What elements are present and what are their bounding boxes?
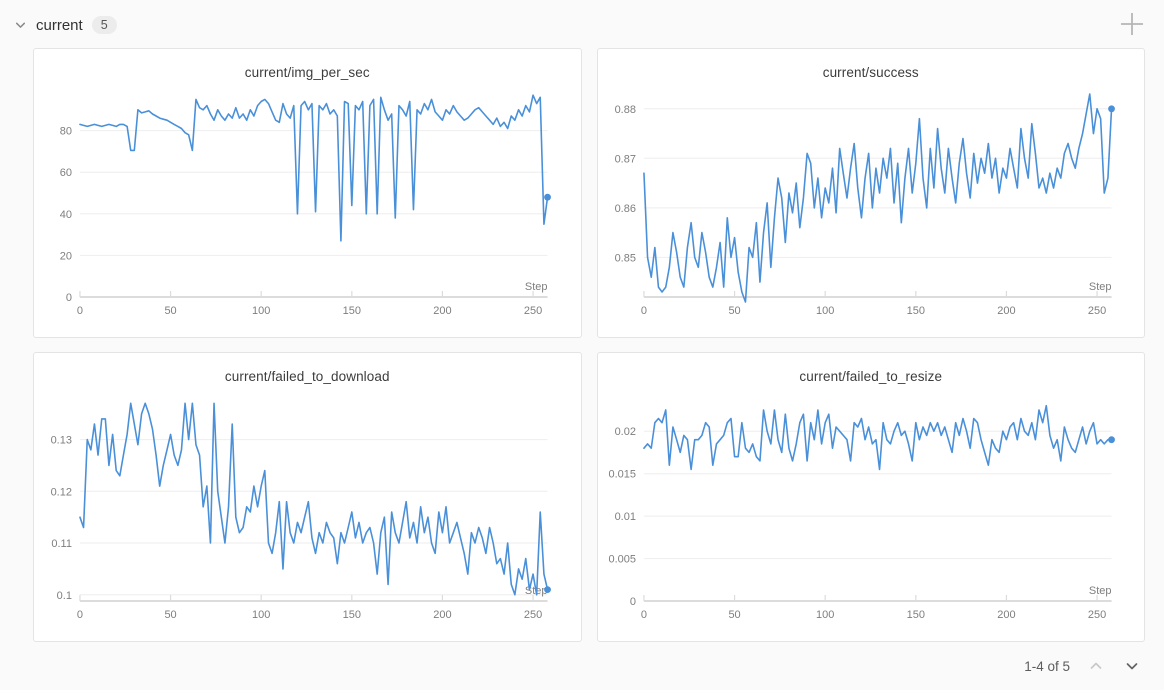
svg-text:0.11: 0.11	[51, 538, 72, 550]
svg-text:0: 0	[66, 292, 72, 304]
svg-text:50: 50	[728, 305, 740, 317]
svg-text:40: 40	[60, 209, 72, 221]
chart-title: current/img_per_sec	[244, 65, 370, 80]
svg-text:100: 100	[252, 305, 270, 317]
svg-text:50: 50	[728, 609, 740, 621]
chevron-up-icon	[1090, 662, 1102, 669]
svg-text:20: 20	[60, 250, 72, 262]
section-collapse-button[interactable]	[14, 19, 27, 32]
svg-text:0.005: 0.005	[608, 554, 635, 566]
chart-panel: 0.1 0.11 0.12 0.13 0 50 100 150 200 250 Step curre…	[33, 352, 582, 642]
svg-text:0.12: 0.12	[51, 486, 72, 498]
svg-text:0: 0	[77, 609, 83, 621]
add-panel-button[interactable]	[1114, 6, 1150, 45]
chart-panel: 0.85 0.86 0.87 0.88 0 50 100 150 200 250 Step curr…	[596, 48, 1145, 338]
svg-text:150: 150	[343, 609, 361, 621]
pagination: 1-4 of 5	[1024, 656, 1142, 676]
chart-title: current/success	[822, 65, 919, 80]
chart-plot[interactable]: 0.85 0.86 0.87 0.88 0 50 100 150 200 250 Step	[598, 49, 1145, 337]
svg-text:50: 50	[164, 305, 176, 317]
svg-text:0: 0	[629, 596, 635, 608]
chart-plot[interactable]: 0 0.005 0.01 0.015 0.02 0 50 100 150 200 250 Step	[598, 353, 1145, 641]
chevron-down-icon	[15, 22, 26, 28]
svg-text:Step: Step	[1088, 585, 1111, 597]
svg-text:100: 100	[816, 609, 834, 621]
svg-text:250: 250	[524, 609, 542, 621]
svg-text:100: 100	[816, 305, 834, 317]
svg-text:0.13: 0.13	[51, 435, 72, 447]
svg-text:80: 80	[60, 126, 72, 138]
svg-text:0.87: 0.87	[614, 153, 635, 165]
svg-text:Step: Step	[1088, 281, 1111, 293]
panel-count-badge: 5	[91, 16, 117, 34]
svg-text:200: 200	[997, 609, 1015, 621]
pagination-text: 1-4 of 5	[1024, 658, 1070, 674]
chart-panel: 0 20 40 60 80 0 50 100 150 200 250 Step current/img…	[33, 48, 582, 338]
svg-text:0.86: 0.86	[614, 203, 635, 215]
svg-text:0: 0	[640, 609, 646, 621]
svg-text:0.1: 0.1	[57, 590, 72, 602]
svg-text:0.85: 0.85	[614, 252, 635, 264]
svg-text:150: 150	[906, 609, 924, 621]
panel-grid: 0 20 40 60 80 0 50 100 150 200 250 Step current/img…	[0, 46, 1164, 642]
svg-text:Step: Step	[525, 281, 548, 293]
svg-text:50: 50	[164, 609, 176, 621]
svg-text:250: 250	[524, 305, 542, 317]
svg-text:200: 200	[997, 305, 1015, 317]
svg-text:60: 60	[60, 167, 72, 179]
svg-text:150: 150	[343, 305, 361, 317]
svg-text:0: 0	[640, 305, 646, 317]
chart-title: current/failed_to_download	[224, 369, 390, 384]
chart-plot[interactable]: 0 20 40 60 80 0 50 100 150 200 250 Step	[34, 49, 581, 337]
pagination-prev-button[interactable]	[1086, 656, 1106, 676]
chart-title: current/failed_to_resize	[799, 369, 943, 384]
svg-text:0.015: 0.015	[608, 469, 635, 481]
svg-text:250: 250	[1087, 609, 1105, 621]
pagination-next-button[interactable]	[1122, 656, 1142, 676]
svg-text:0: 0	[77, 305, 83, 317]
svg-text:200: 200	[433, 305, 451, 317]
svg-text:200: 200	[433, 609, 451, 621]
svg-text:0.88: 0.88	[614, 104, 635, 116]
svg-text:250: 250	[1087, 305, 1105, 317]
section-header: current 5	[0, 0, 1164, 46]
section-title: current	[36, 16, 83, 34]
svg-text:0.01: 0.01	[614, 511, 635, 523]
svg-text:0.02: 0.02	[614, 426, 635, 438]
plus-icon	[1121, 13, 1143, 35]
svg-text:150: 150	[906, 305, 924, 317]
chevron-down-icon	[1126, 663, 1138, 670]
svg-text:100: 100	[252, 609, 270, 621]
chart-panel: 0 0.005 0.01 0.015 0.02 0 50 100 150 200 250 Step c…	[596, 352, 1145, 642]
